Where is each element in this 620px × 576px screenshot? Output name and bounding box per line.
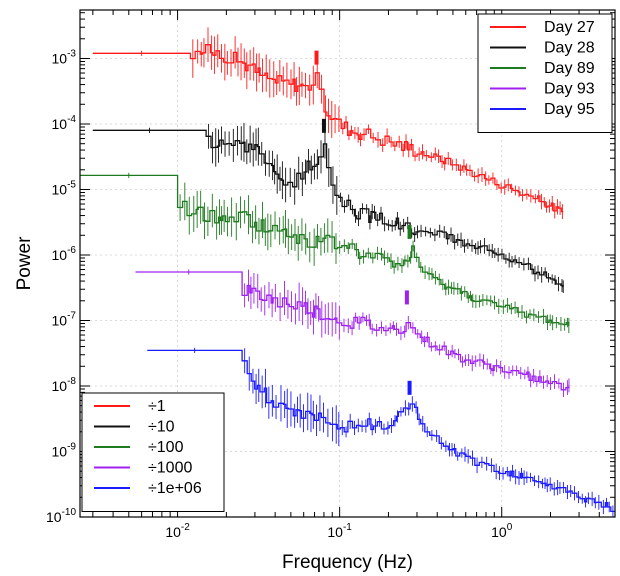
legend-label: Day 27 [544, 19, 595, 36]
legend-series: Day 27 Day 28 Day 89 Day 93 Day 95 [477, 13, 613, 133]
y-tick-label: 10-4 [52, 114, 77, 132]
x-axis-label: Frequency (Hz) [282, 552, 413, 573]
series-day-89 [80, 172, 570, 334]
plot-frame [79, 9, 616, 518]
y-tick-label: 10-3 [52, 48, 77, 66]
series-day-95 [147, 347, 615, 517]
series-line [147, 349, 615, 513]
x-tick-label: 10-1 [327, 522, 352, 540]
series-line [135, 271, 570, 391]
tick-labels: 10-2 10-1 100 10-10 10-9 10-8 10-7 10-6 10-5 10-4… [46, 48, 513, 540]
y-tick-label: 10-5 [52, 179, 77, 197]
legend-box [477, 13, 613, 133]
legend-label: Day 89 [544, 60, 595, 77]
scale-legend-label: ÷1 [148, 398, 166, 415]
y-tick-label: 10-8 [52, 376, 77, 394]
series-layer [80, 27, 615, 517]
series-day-28 [92, 122, 564, 294]
scale-legend-label: ÷1000 [148, 460, 192, 477]
scale-legend-label: ÷100 [148, 439, 184, 456]
y-tick-label: 10-6 [52, 245, 77, 263]
legend-label: Day 28 [544, 40, 595, 57]
qpo-markers [314, 50, 412, 395]
series-line [92, 129, 564, 288]
scale-legend-label: ÷10 [148, 419, 175, 436]
x-tick-label: 10-2 [165, 522, 190, 540]
y-tick-label: 10-7 [52, 310, 77, 328]
series-line [92, 44, 564, 213]
series-day-93 [135, 269, 570, 398]
x-tick-label: 100 [491, 522, 513, 540]
legend-label: Day 93 [544, 81, 595, 98]
y-axis-label: Power [14, 236, 35, 291]
series-day-27 [92, 27, 564, 219]
y-tick-label: 10-10 [46, 507, 76, 525]
series-line [80, 174, 570, 327]
y-tick-label: 10-9 [52, 441, 77, 459]
legend-label: Day 95 [544, 101, 595, 118]
scale-legend-label: ÷1e+06 [148, 480, 202, 497]
legend-scale-factors: ÷1 ÷10 ÷100 ÷1000 ÷1e+06 [81, 392, 225, 512]
scale-legend-box [81, 392, 225, 512]
